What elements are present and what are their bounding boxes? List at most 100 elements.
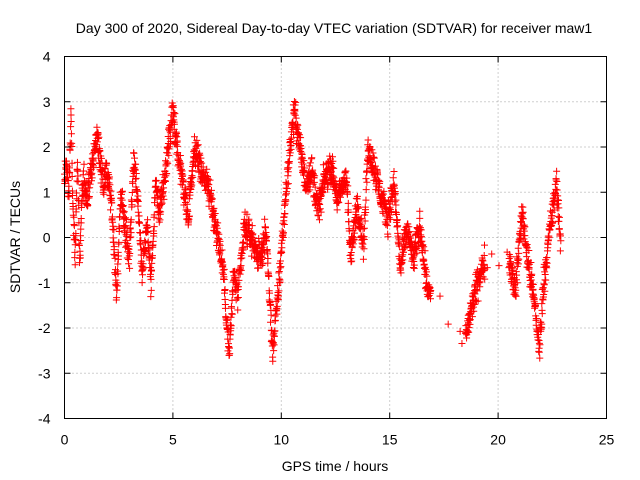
data-point [319, 188, 327, 196]
data-point [269, 331, 277, 339]
data-point [391, 198, 399, 206]
data-point [390, 168, 398, 176]
data-point [308, 154, 316, 162]
y-tick-label: 0 [43, 230, 51, 246]
data-point [541, 287, 549, 295]
data-point [184, 207, 192, 215]
data-point [530, 295, 538, 303]
data-point [539, 284, 547, 292]
data-point [359, 225, 367, 233]
data-point [555, 213, 563, 221]
data-point [350, 236, 358, 244]
data-point [270, 341, 278, 349]
data-point [147, 275, 155, 283]
data-point [231, 273, 239, 281]
data-point [68, 159, 76, 167]
data-point [234, 283, 242, 291]
data-point [223, 316, 231, 324]
plot-frame [64, 56, 607, 419]
data-point [237, 266, 245, 274]
data-point [417, 226, 425, 234]
data-point [205, 181, 213, 189]
data-point [227, 322, 235, 330]
data-point [216, 247, 224, 255]
data-point [225, 343, 233, 351]
data-point [311, 183, 319, 191]
y-tick-label: -1 [38, 275, 51, 291]
data-point [90, 164, 98, 172]
data-point [362, 208, 370, 216]
data-point [392, 211, 400, 219]
data-point [70, 222, 78, 230]
data-point [77, 225, 85, 233]
data-point [67, 117, 75, 125]
data-point [553, 186, 561, 194]
data-point [381, 196, 389, 204]
data-point [483, 264, 491, 272]
data-point [105, 186, 113, 194]
data-point [110, 226, 118, 234]
data-point [362, 175, 370, 183]
data-point [555, 225, 563, 233]
data-point [263, 232, 271, 240]
data-point [258, 255, 266, 263]
data-point [513, 271, 521, 279]
data-point [421, 247, 429, 255]
data-point [343, 190, 351, 198]
data-point [113, 282, 121, 290]
data-point [361, 217, 369, 225]
data-point [322, 177, 330, 185]
data-point [488, 250, 496, 258]
data-point [127, 229, 135, 237]
data-point [73, 195, 81, 203]
data-point [523, 253, 531, 261]
data-point [555, 204, 563, 212]
data-point [398, 252, 406, 260]
data-point [243, 210, 251, 218]
data-point [546, 207, 554, 215]
data-point [122, 231, 130, 239]
data-point [194, 141, 202, 149]
data-point [371, 162, 379, 170]
data-point [220, 265, 228, 273]
data-point [515, 249, 523, 257]
data-point [341, 169, 349, 177]
data-point [267, 300, 275, 308]
data-point [138, 279, 146, 287]
data-point [114, 252, 122, 260]
data-point [83, 188, 91, 196]
data-point [319, 161, 327, 169]
data-point [532, 321, 540, 329]
data-point [456, 327, 464, 335]
data-point [177, 159, 185, 167]
data-point [316, 201, 324, 209]
data-point [101, 165, 109, 173]
data-point [160, 184, 168, 192]
data-point [282, 197, 290, 205]
data-point [248, 252, 256, 260]
data-point [148, 266, 156, 274]
data-point [535, 348, 543, 356]
data-point [287, 141, 295, 149]
data-point [553, 177, 561, 185]
data-point [478, 256, 486, 264]
y-tick-label: -2 [38, 320, 51, 336]
data-point [538, 310, 546, 318]
data-point [139, 264, 147, 272]
data-point [416, 214, 424, 222]
data-point [266, 289, 274, 297]
data-point [171, 110, 179, 118]
data-point [181, 199, 189, 207]
data-point [121, 214, 129, 222]
data-point [294, 121, 302, 129]
x-tick-label: 0 [61, 432, 69, 448]
data-point [555, 196, 563, 204]
data-point [85, 192, 93, 200]
data-point [465, 324, 473, 332]
data-point [299, 160, 307, 168]
data-point [228, 310, 236, 318]
data-point [273, 302, 281, 310]
data-point [368, 146, 376, 154]
data-point [343, 174, 351, 182]
data-point [169, 104, 177, 112]
